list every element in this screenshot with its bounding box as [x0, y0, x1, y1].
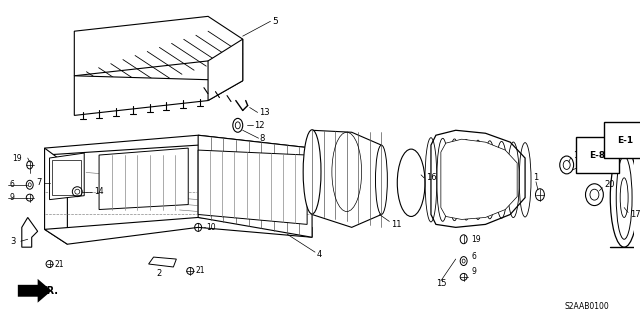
Text: 21: 21 [195, 266, 205, 275]
Text: 10: 10 [206, 223, 216, 232]
Ellipse shape [616, 156, 632, 239]
Text: 12: 12 [253, 121, 264, 130]
Text: 3: 3 [10, 237, 15, 246]
Text: 6: 6 [472, 252, 476, 261]
Ellipse shape [560, 156, 573, 174]
Polygon shape [441, 139, 517, 219]
Ellipse shape [303, 130, 321, 214]
Text: 11: 11 [391, 220, 402, 229]
Text: 20: 20 [604, 180, 615, 189]
Polygon shape [99, 148, 188, 210]
Polygon shape [18, 279, 51, 303]
Polygon shape [312, 130, 381, 227]
Text: 14: 14 [94, 187, 104, 196]
Polygon shape [431, 130, 525, 227]
Text: 6: 6 [10, 180, 15, 189]
Polygon shape [198, 135, 312, 237]
Text: E-1: E-1 [617, 136, 634, 145]
Ellipse shape [401, 156, 421, 210]
Ellipse shape [376, 145, 387, 214]
Polygon shape [198, 150, 307, 224]
Text: 18: 18 [573, 151, 583, 160]
Text: 9: 9 [472, 267, 476, 277]
Text: 2: 2 [157, 270, 162, 278]
Bar [51, 160, 81, 195]
Text: 17: 17 [630, 210, 640, 219]
Text: 5: 5 [273, 17, 278, 26]
Text: E-8: E-8 [589, 151, 605, 160]
Ellipse shape [586, 184, 604, 205]
Polygon shape [148, 257, 177, 267]
Text: 16: 16 [426, 173, 436, 182]
Text: 19: 19 [472, 235, 481, 244]
Text: 4: 4 [317, 249, 323, 259]
Ellipse shape [397, 149, 425, 217]
Polygon shape [45, 218, 312, 244]
Text: 1: 1 [533, 173, 538, 182]
Text: 9: 9 [10, 193, 15, 202]
Text: 19: 19 [12, 153, 22, 162]
Polygon shape [208, 39, 243, 100]
Text: 13: 13 [260, 108, 270, 117]
Polygon shape [45, 135, 312, 158]
Text: 21: 21 [54, 260, 64, 269]
Text: 7: 7 [36, 178, 42, 187]
Text: 15: 15 [436, 279, 447, 288]
Polygon shape [49, 153, 84, 200]
Polygon shape [22, 218, 38, 247]
Text: S2AAB0100: S2AAB0100 [564, 302, 609, 311]
Text: 8: 8 [260, 134, 265, 143]
Ellipse shape [611, 148, 638, 247]
Polygon shape [45, 148, 67, 244]
Text: FR.: FR. [40, 286, 58, 296]
Polygon shape [74, 76, 243, 115]
Polygon shape [74, 16, 243, 81]
